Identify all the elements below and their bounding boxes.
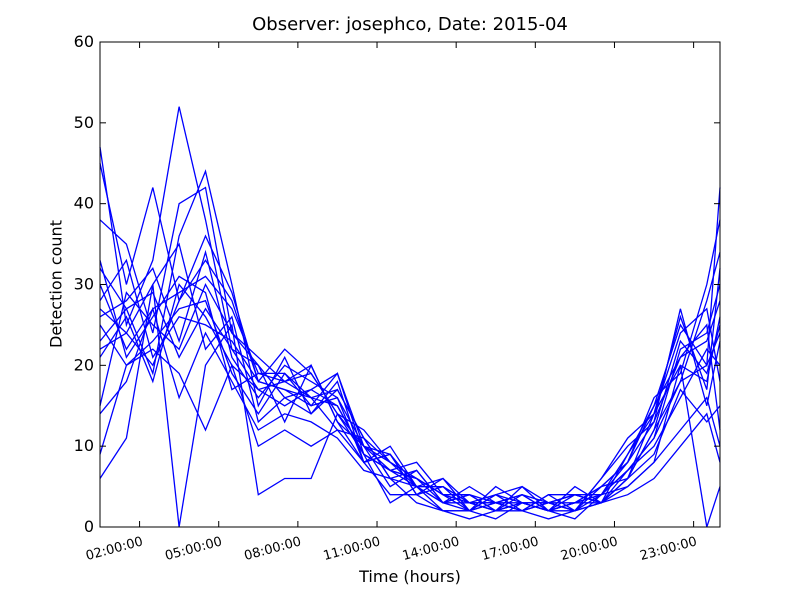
x-tick-label: 11:00:00 — [322, 534, 382, 564]
x-tick-label: 23:00:00 — [638, 534, 698, 564]
y-tick-label: 40 — [74, 194, 94, 213]
series-line-4 — [99, 169, 721, 512]
y-axis-label: Detection count — [46, 220, 66, 348]
chart-title: Observer: josephco, Date: 2015-04 — [252, 14, 568, 35]
series-line-1 — [99, 106, 721, 512]
series-line-16 — [99, 291, 721, 512]
series-line-11 — [99, 282, 721, 512]
y-tick-label: 60 — [74, 32, 94, 51]
x-tick-label: 05:00:00 — [163, 534, 223, 564]
series-line-2 — [99, 163, 721, 512]
series-line-17 — [99, 260, 721, 512]
x-axis-label: Time (hours) — [359, 567, 461, 586]
x-tick-label: 02:00:00 — [84, 534, 144, 564]
x-tick-label: 08:00:00 — [243, 534, 303, 564]
series-layer — [99, 106, 721, 528]
series-line-13 — [99, 348, 721, 520]
x-tick-label: 17:00:00 — [480, 534, 540, 564]
y-tick-label: 20 — [74, 355, 94, 374]
x-tick-label: 14:00:00 — [401, 534, 461, 564]
y-tick-label: 0 — [84, 517, 94, 536]
y-tick-label: 50 — [74, 113, 94, 132]
x-tick-label: 20:00:00 — [559, 534, 619, 564]
y-axis: 0 10 20 30 40 50 60 — [74, 32, 720, 536]
series-line-5 — [99, 275, 721, 512]
y-tick-label: 10 — [74, 436, 94, 455]
y-tick-label: 30 — [74, 275, 94, 294]
